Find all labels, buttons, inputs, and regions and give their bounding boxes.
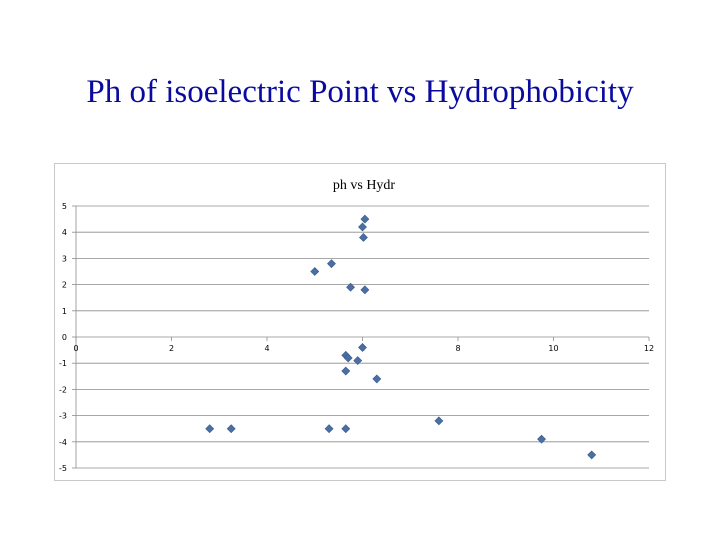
chart-title: ph vs Hydr [333,178,396,193]
data-point [341,424,351,434]
data-point [324,424,334,434]
data-point [353,356,363,366]
y-tick-label: -1 [59,359,67,368]
y-tick-label: 5 [62,202,67,211]
axes [72,205,650,469]
x-tick-label: 8 [455,344,460,353]
data-point [360,214,370,224]
data-points [205,214,597,460]
data-point [358,343,367,352]
x-tick-label: 2 [169,344,174,353]
y-tick-label: -3 [59,412,67,421]
slide-title: Ph of isoelectric Point vs Hydrophobicit… [86,74,634,110]
y-tick-label: -4 [59,438,67,447]
data-point [327,259,336,269]
y-tick-label: 0 [62,333,67,342]
data-point [310,267,320,276]
x-tick-label: 0 [73,344,78,353]
y-tick-label: 1 [62,307,67,316]
x-tick-label: 12 [644,344,654,353]
y-tick-label: 3 [62,254,67,263]
data-point [341,366,351,376]
data-point [359,233,368,242]
data-point [372,374,382,384]
y-tick-label: 2 [62,281,67,290]
data-point [360,285,370,295]
x-tick-label: 4 [264,344,269,353]
data-point [587,450,597,460]
data-point [346,282,355,292]
data-point [434,416,444,426]
data-point [205,424,215,434]
data-point [537,434,546,444]
data-point [343,353,353,363]
y-tick-label: -5 [59,464,67,473]
data-point [226,424,236,434]
data-point [358,222,367,232]
y-tick-label: 4 [62,228,67,237]
x-tick-label: 10 [548,344,558,353]
y-tick-label: -2 [59,385,67,394]
